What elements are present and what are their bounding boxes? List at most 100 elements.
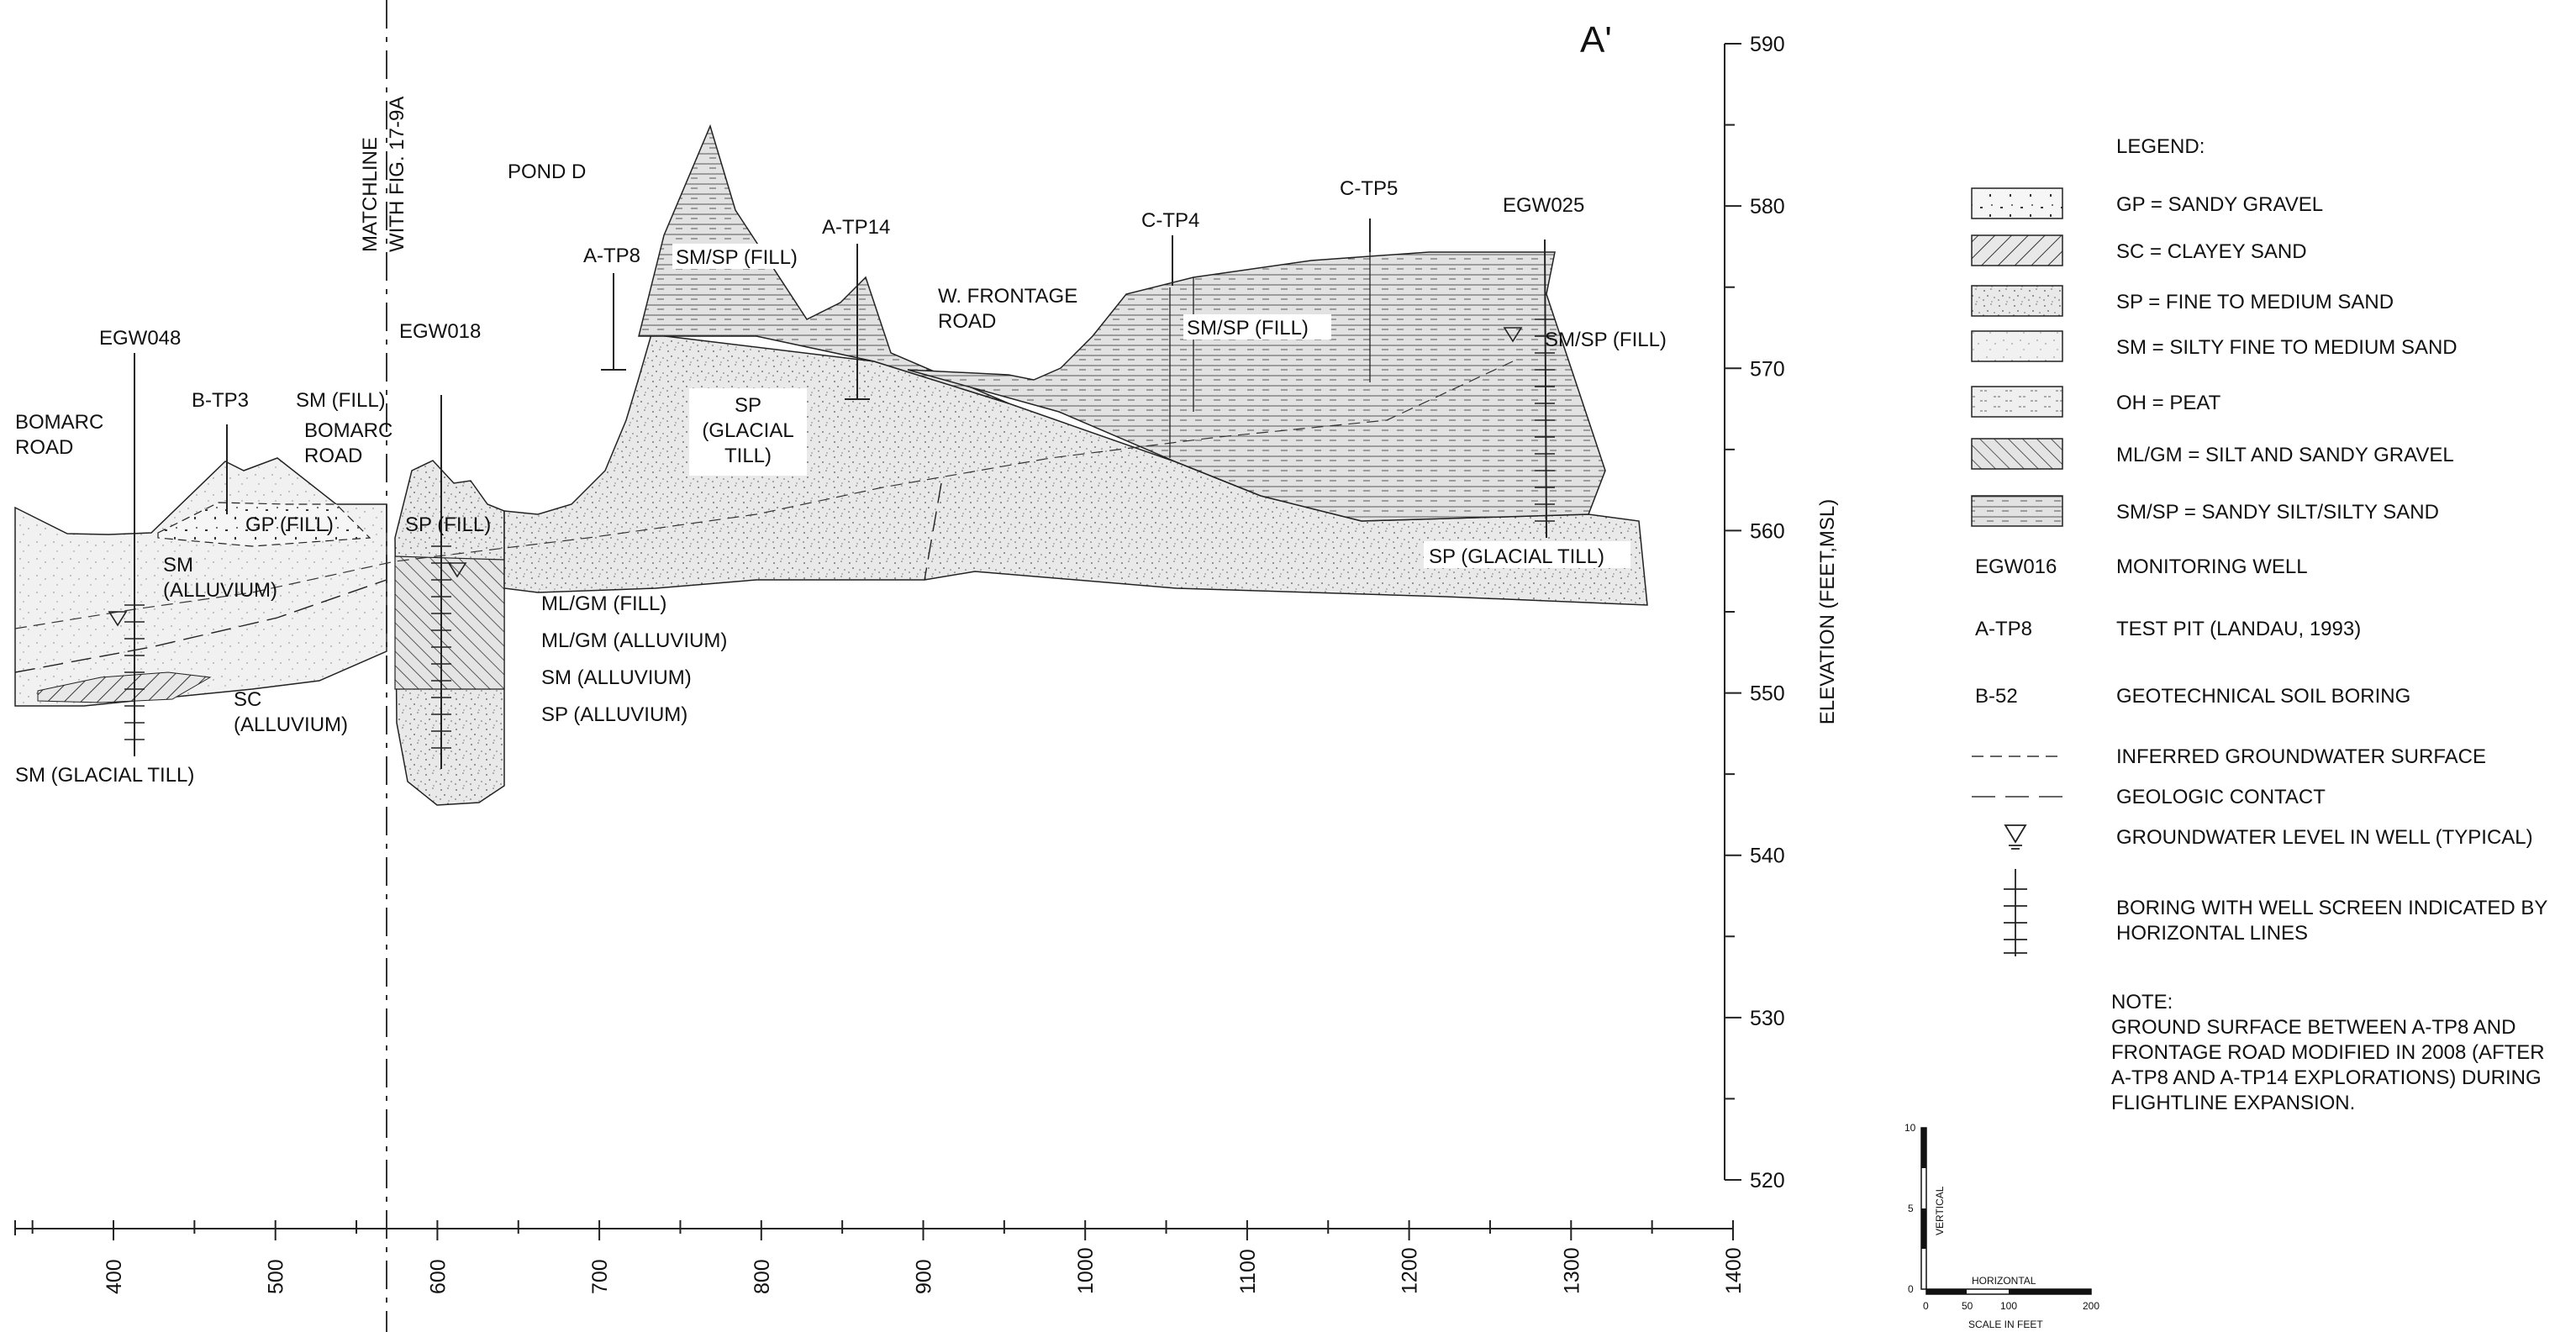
legend-label-sc: SC = CLAYEY SAND xyxy=(2116,240,2307,263)
x-tick-label: 1300 xyxy=(1560,1247,1583,1294)
unit-gp-fill: GP (FILL) xyxy=(245,513,334,536)
unit-sm-glacial-till: SM (GLACIAL TILL) xyxy=(15,764,194,787)
scale-vertical-label: VERTICAL xyxy=(1934,1186,1946,1235)
scale-v-10: 10 xyxy=(1904,1122,1916,1134)
legend-label-sp: SP = FINE TO MEDIUM SAND xyxy=(2116,291,2394,313)
bomarc-road-left: BOMARC ROAD xyxy=(15,411,103,459)
btp3-label: B-TP3 xyxy=(192,389,249,412)
legend-swatch-sc xyxy=(1971,234,2063,266)
label-backdrop xyxy=(1424,541,1630,568)
legend-swatch-gp xyxy=(1971,187,2063,219)
x-tick-label: 1200 xyxy=(1399,1247,1422,1294)
x-tick-label: 1000 xyxy=(1074,1247,1098,1294)
unit-sp-glacial-till-right: SP (GLACIAL TILL) xyxy=(1429,545,1604,568)
x-tick-label: 1400 xyxy=(1722,1247,1746,1294)
ml-gm-unit xyxy=(394,555,505,690)
legend-label-oh: OH = PEAT xyxy=(2116,392,2221,414)
gp-fill-unit xyxy=(157,502,371,547)
smsp-fill-right-unit xyxy=(907,251,1606,522)
y-tick-label: 580 xyxy=(1750,195,1785,218)
label-backdrop xyxy=(689,388,807,476)
frontage-road-label: W. FRONTAGE ROAD xyxy=(938,285,1077,333)
unit-smsp-fill-a: SM/SP (FILL) xyxy=(676,246,798,269)
section-labels: A' MATCHLINE WITH FIG. 17-9A EGW048 EGW0… xyxy=(15,19,1667,787)
label-backdrop xyxy=(1183,314,1331,340)
legend-inferred-label: INFERRED GROUNDWATER SURFACE xyxy=(2116,745,2486,768)
x-tick-label: 900 xyxy=(913,1259,936,1294)
legend-label-mlgm: ML/GM = SILT AND SANDY GRAVEL xyxy=(2116,444,2454,466)
y-tick-label: 530 xyxy=(1750,1007,1785,1030)
scale-bar: 10 5 0 VERTICAL HORIZONTAL 0 50 100 200 … xyxy=(1904,1122,2099,1330)
unit-smsp-fill-b: SM/SP (FILL) xyxy=(1187,317,1309,340)
y-tick-label: 520 xyxy=(1750,1169,1785,1192)
label-backdrop xyxy=(672,244,820,269)
y-tick-label: 540 xyxy=(1750,845,1785,868)
x-tick-label: 800 xyxy=(751,1259,774,1294)
section-label-a-prime: A' xyxy=(1580,19,1612,61)
egw018-label: EGW018 xyxy=(399,320,481,343)
y-tick-label: 590 xyxy=(1750,33,1785,56)
legend-symbol-label: TEST PIT (LANDAU, 1993) xyxy=(2116,618,2361,640)
unit-ml-gm-fill: ML/GM (FILL) xyxy=(541,592,666,615)
scale-horizontal-label: HORIZONTAL xyxy=(1972,1275,2036,1287)
legend-swatch-smsp xyxy=(1971,495,2063,527)
ctp4-label: C-TP4 xyxy=(1141,209,1199,232)
legend-swatch-sm xyxy=(1971,330,2063,362)
legend: LEGEND: GP = SANDY GRAVEL SC = CLAYEY SAN… xyxy=(1971,135,2550,1114)
unit-sp-alluvium: SP (ALLUVIUM) xyxy=(541,703,687,726)
scale-h-100: 100 xyxy=(2000,1300,2017,1312)
legend-symbol-code: A-TP8 xyxy=(1975,618,2032,640)
y-axis-ticks: 590 580 570 560 550 540 530 520 xyxy=(1725,33,1785,1192)
geologic-section xyxy=(14,0,1648,1332)
egw025-label: EGW025 xyxy=(1503,194,1584,217)
legend-swatch-sp xyxy=(1971,285,2063,317)
matchline-label-fig: WITH FIG. 17-9A xyxy=(386,97,408,252)
x-axis: 400 500 600 700 800 900 1000 1100 1200 1300 1400 xyxy=(14,1220,1746,1294)
legend-symbol-code: EGW016 xyxy=(1975,555,2057,578)
matchline-label: MATCHLINE xyxy=(359,137,382,252)
y-tick-label: 550 xyxy=(1750,682,1785,706)
x-axis-ticks: 400 500 600 700 800 900 1000 1100 1200 1300 1400 xyxy=(14,1220,1746,1294)
atp14-label: A-TP14 xyxy=(822,216,890,239)
legend-label-smsp: SM/SP = SANDY SILT/SILTY SAND xyxy=(2116,501,2439,524)
x-tick-label: 700 xyxy=(588,1259,612,1294)
unit-sp-fill: SP (FILL) xyxy=(405,513,491,536)
inferred-groundwater-line xyxy=(14,361,1514,629)
legend-swatch-mlgm xyxy=(1971,438,2063,470)
legend-symbol-label: MONITORING WELL xyxy=(2116,555,2308,578)
y-axis: 590 580 570 560 550 540 530 520 ELEVATION (FEET… xyxy=(1724,33,1839,1192)
unit-sm-fill: SM (FILL) xyxy=(296,389,386,412)
smsp-fill-mound-unit xyxy=(638,124,1009,404)
legend-symbol-label: GEOTECHNICAL SOIL BORING xyxy=(2116,685,2410,708)
legend-label-sm: SM = SILTY FINE TO MEDIUM SAND xyxy=(2116,336,2457,359)
x-tick-label: 1100 xyxy=(1236,1249,1260,1294)
unit-smsp-fill-c: SM/SP (FILL) xyxy=(1545,329,1667,351)
legend-gwl-icon xyxy=(2004,824,2027,850)
unit-ml-gm-alluvium: ML/GM (ALLUVIUM) xyxy=(541,629,727,652)
scale-v-0: 0 xyxy=(1908,1283,1914,1295)
bomarc-road-center: BOMARC ROAD xyxy=(304,419,392,467)
unit-sm-alluvium-2: SM (ALLUVIUM) xyxy=(541,666,692,689)
scale-h-50: 50 xyxy=(1962,1300,1973,1312)
legend-contact-label: GEOLOGIC CONTACT xyxy=(2116,786,2326,808)
legend-gwl-label: GROUNDWATER LEVEL IN WELL (TYPICAL) xyxy=(2116,826,2533,849)
unit-sc-alluvium: SC (ALLUVIUM) xyxy=(234,688,348,736)
well-screens xyxy=(124,319,1555,749)
geologic-contact-line xyxy=(14,482,942,673)
scale-h-200: 200 xyxy=(2083,1300,2099,1312)
scale-v-5: 5 xyxy=(1908,1203,1914,1214)
legend-symbol-list: EGW016 MONITORING WELL A-TP8 TEST PIT (LAND… xyxy=(1975,555,2410,708)
ctp5-label: C-TP5 xyxy=(1340,177,1398,200)
legend-boring-icon xyxy=(2004,869,2027,956)
legend-symbol-code: B-52 xyxy=(1975,685,2018,708)
legend-label-gp: GP = SANDY GRAVEL xyxy=(2116,193,2323,216)
scale-h-0: 0 xyxy=(1923,1300,1929,1312)
exploration-sticks xyxy=(134,218,1547,769)
sc-alluvium-unit xyxy=(37,671,212,703)
y-tick-label: 570 xyxy=(1750,357,1785,381)
contact-line-interior xyxy=(1169,251,1547,522)
x-tick-label: 500 xyxy=(265,1259,288,1294)
y-axis-title: ELEVATION (FEET,MSL) xyxy=(1816,499,1839,725)
x-tick-label: 400 xyxy=(103,1259,126,1294)
note: NOTE: GROUND SURFACE BETWEEN A-TP8 AND F… xyxy=(2111,991,2550,1114)
